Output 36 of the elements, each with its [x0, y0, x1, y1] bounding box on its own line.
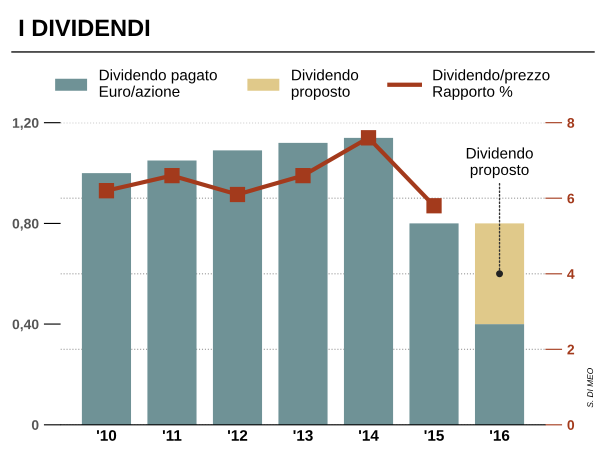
point	[360, 130, 376, 146]
y2-tick-label: 4	[567, 269, 575, 279]
y2-tick-label: 8	[567, 118, 574, 128]
y2-tick-label: 2	[567, 344, 574, 354]
y-tick-label: 0	[32, 420, 39, 430]
bar	[474, 324, 524, 425]
bar	[212, 150, 262, 425]
x-tick-label: '13	[294, 430, 313, 441]
bar	[474, 223, 524, 324]
chart-title: I DIVIDENDI	[20, 20, 150, 36]
y2-tick-label: 6	[567, 194, 574, 204]
point	[295, 168, 311, 184]
point	[230, 186, 246, 202]
x-tick-label: '14	[359, 430, 379, 441]
legend-label: Dividendo/prezzo Rapporto %	[433, 69, 550, 100]
y2-tick-label: 0	[567, 420, 574, 430]
x-tick-label: '16	[490, 430, 510, 441]
legend-label: Dividendo proposto	[292, 69, 358, 100]
bar	[82, 173, 132, 425]
x-tick-label: '15	[424, 430, 444, 441]
legend-label: Dividendo pagato Euro/azione	[100, 69, 217, 97]
x-tick-label: '12	[228, 430, 248, 441]
bar	[278, 142, 328, 425]
annotation: Dividendo proposto	[466, 147, 533, 178]
y-tick-label: 1,20	[12, 118, 39, 130]
point	[164, 168, 180, 184]
point	[426, 198, 442, 214]
y-tick-label: 0,40	[12, 319, 39, 332]
x-tick-label: '10	[96, 430, 116, 441]
bar	[344, 138, 394, 425]
point	[98, 183, 114, 198]
text: S. DI MEO	[587, 368, 594, 408]
bar	[147, 160, 197, 425]
x-tick-label: '11	[162, 430, 182, 441]
bar	[409, 223, 459, 425]
y-tick-label: 0,80	[12, 218, 39, 231]
